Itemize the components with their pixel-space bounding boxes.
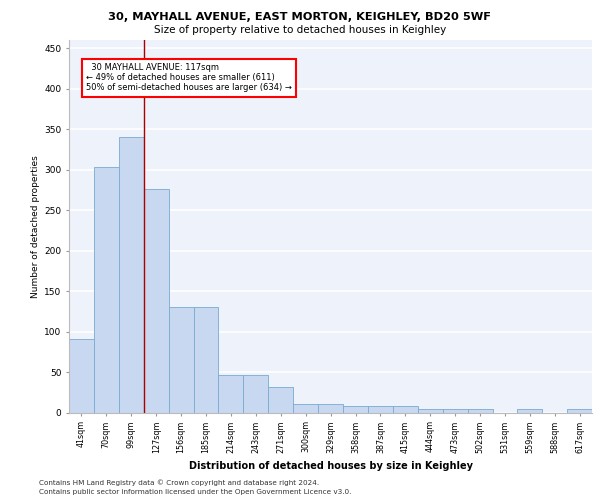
Text: Size of property relative to detached houses in Keighley: Size of property relative to detached ho… bbox=[154, 25, 446, 35]
Bar bbox=[194, 307, 218, 412]
Bar bbox=[144, 189, 169, 412]
Bar bbox=[467, 410, 493, 412]
Bar bbox=[418, 410, 443, 412]
Bar bbox=[293, 404, 318, 412]
Bar bbox=[94, 167, 119, 412]
Bar bbox=[343, 406, 368, 412]
Bar bbox=[244, 375, 268, 412]
Bar bbox=[517, 410, 542, 412]
X-axis label: Distribution of detached houses by size in Keighley: Distribution of detached houses by size … bbox=[188, 461, 473, 471]
Bar bbox=[169, 307, 194, 412]
Bar bbox=[119, 137, 144, 412]
Bar bbox=[368, 406, 393, 412]
Bar bbox=[393, 406, 418, 412]
Y-axis label: Number of detached properties: Number of detached properties bbox=[31, 155, 40, 298]
Text: Contains public sector information licensed under the Open Government Licence v3: Contains public sector information licen… bbox=[39, 489, 352, 495]
Bar bbox=[567, 410, 592, 412]
Bar bbox=[268, 388, 293, 412]
Text: Contains HM Land Registry data © Crown copyright and database right 2024.: Contains HM Land Registry data © Crown c… bbox=[39, 480, 319, 486]
Bar bbox=[69, 339, 94, 412]
Bar bbox=[443, 410, 467, 412]
Text: 30, MAYHALL AVENUE, EAST MORTON, KEIGHLEY, BD20 5WF: 30, MAYHALL AVENUE, EAST MORTON, KEIGHLE… bbox=[109, 12, 491, 22]
Bar bbox=[218, 375, 244, 412]
Text: 30 MAYHALL AVENUE: 117sqm  
← 49% of detached houses are smaller (611)
50% of se: 30 MAYHALL AVENUE: 117sqm ← 49% of detac… bbox=[86, 62, 292, 92]
Bar bbox=[318, 404, 343, 412]
